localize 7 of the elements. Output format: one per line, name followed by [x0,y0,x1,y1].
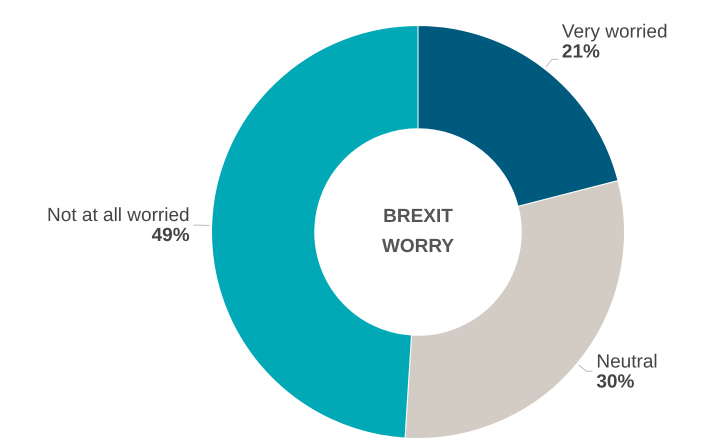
data-label: 21% [562,41,600,62]
slice-label: Very worried [562,21,668,42]
data-label: 49% [152,225,190,246]
slice-label: Neutral [596,351,658,372]
slice-label: Not at all worried [47,205,190,226]
data-label: 30% [596,371,634,392]
text: BREXIT WORRY [382,206,454,258]
